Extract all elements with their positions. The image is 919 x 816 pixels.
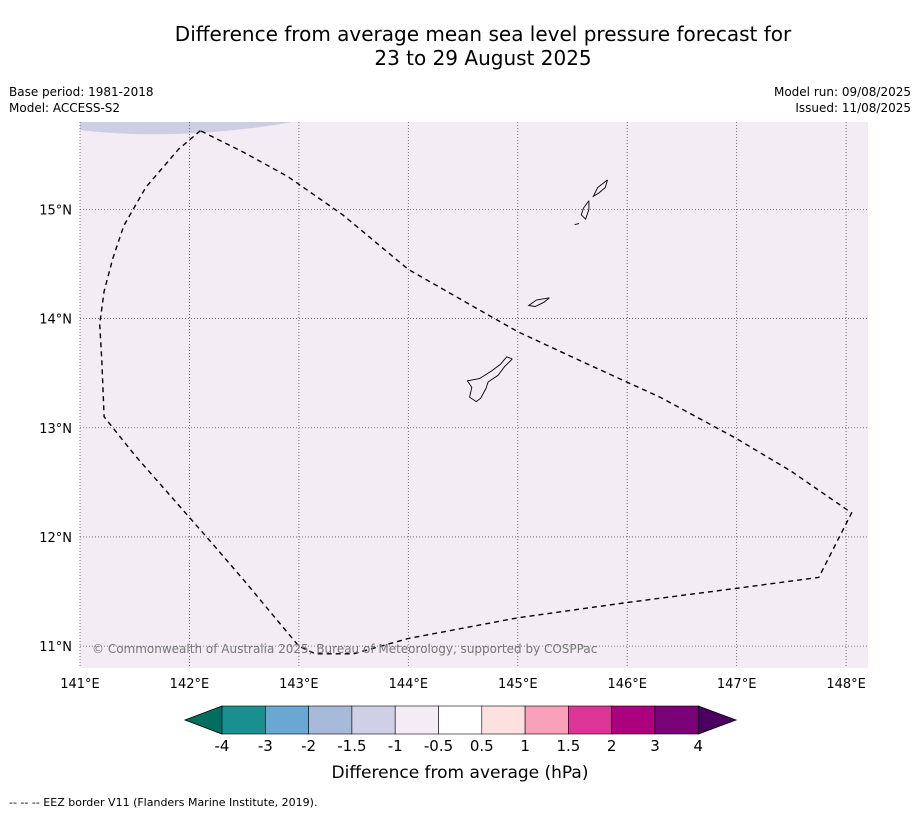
lon-tick-label: 143°E — [279, 677, 319, 692]
model-name: Model: ACCESS-S2 — [9, 101, 121, 115]
colorbar-tick-label: 0.5 — [470, 737, 494, 755]
lon-tick-label: 145°E — [498, 677, 538, 692]
island-tinian — [580, 200, 590, 221]
colorbar-bin — [524, 705, 569, 735]
colorbar-bin — [481, 705, 526, 735]
colorbar-bin — [654, 705, 699, 735]
eez-border — [98, 130, 853, 655]
colorbar-tick-label: 3 — [650, 737, 660, 755]
lat-tick-label: 15°N — [39, 203, 72, 218]
colorbar-tick-label: 2 — [607, 737, 617, 755]
colorbar-tick-label: -0.5 — [424, 737, 453, 755]
colorbar-bin — [438, 705, 483, 735]
colorbar-tick-label: 4 — [694, 737, 704, 755]
colorbar-extend-low — [183, 705, 223, 735]
island-aguijan — [574, 223, 580, 226]
info-left: Base period: 1981-2018 Model: ACCESS-S2 — [9, 84, 154, 116]
anomaly-patch — [80, 122, 292, 135]
chart-title: Difference from average mean sea level p… — [0, 22, 919, 70]
lat-tick-label: 11°N — [39, 640, 72, 655]
island-saipan — [592, 179, 608, 198]
colorbar-label: Difference from average (hPa) — [332, 763, 589, 783]
issued-date: Issued: 11/08/2025 — [795, 101, 911, 115]
map-background — [80, 122, 868, 668]
colorbar-tick-label: -1.5 — [337, 737, 366, 755]
colorbar-tick-label: 1 — [520, 737, 530, 755]
colorbar-bin — [394, 705, 439, 735]
axis-tick-labels: 141°E 142°E 143°E 144°E 145°E 146°E 147°E 148°E… — [39, 203, 866, 692]
colorbar-tick-label: -4 — [215, 737, 230, 755]
lon-tick-label: 146°E — [607, 677, 647, 692]
colorbar-bin — [221, 705, 266, 735]
colorbar-bin — [264, 705, 309, 735]
info-right: Model run: 09/08/2025 Issued: 11/08/2025 — [774, 84, 911, 116]
copyright-text: © Commonwealth of Australia 2025, Bureau… — [92, 642, 597, 656]
colorbar-bin — [308, 705, 353, 735]
lat-tick-label: 13°N — [39, 422, 72, 437]
colorbar-extend-high — [697, 705, 738, 735]
colorbar-tick-label: -1 — [388, 737, 403, 755]
coastlines — [466, 179, 608, 403]
graticule — [79, 122, 868, 668]
title-line-2: 23 to 29 August 2025 — [374, 46, 592, 70]
lat-tick-label: 14°N — [39, 313, 72, 328]
colorbar-bin — [611, 705, 656, 735]
base-period: Base period: 1981-2018 — [9, 85, 154, 99]
lon-tick-label: 148°E — [826, 677, 866, 692]
eez-footnote: -- -- -- EEZ border V11 (Flanders Marine… — [9, 796, 318, 809]
colorbar-bin — [568, 705, 613, 735]
colorbar: -4 -3 -2 -1.5 -1 -0.5 0.5 1 1.5 2 3 4 — [183, 705, 738, 755]
lat-tick-label: 12°N — [39, 531, 72, 546]
island-guam — [466, 356, 513, 403]
colorbar-tick-label: -3 — [258, 737, 273, 755]
lon-tick-label: 142°E — [170, 677, 210, 692]
title-line-1: Difference from average mean sea level p… — [174, 22, 792, 46]
colorbar-bin — [351, 705, 396, 735]
colorbar-tick-label: 1.5 — [556, 737, 580, 755]
lon-tick-label: 144°E — [389, 677, 429, 692]
lon-tick-label: 147°E — [717, 677, 757, 692]
lon-tick-label: 141°E — [60, 677, 100, 692]
colorbar-tick-label: -2 — [301, 737, 316, 755]
model-run: Model run: 09/08/2025 — [773, 85, 911, 99]
island-rota — [527, 297, 550, 307]
